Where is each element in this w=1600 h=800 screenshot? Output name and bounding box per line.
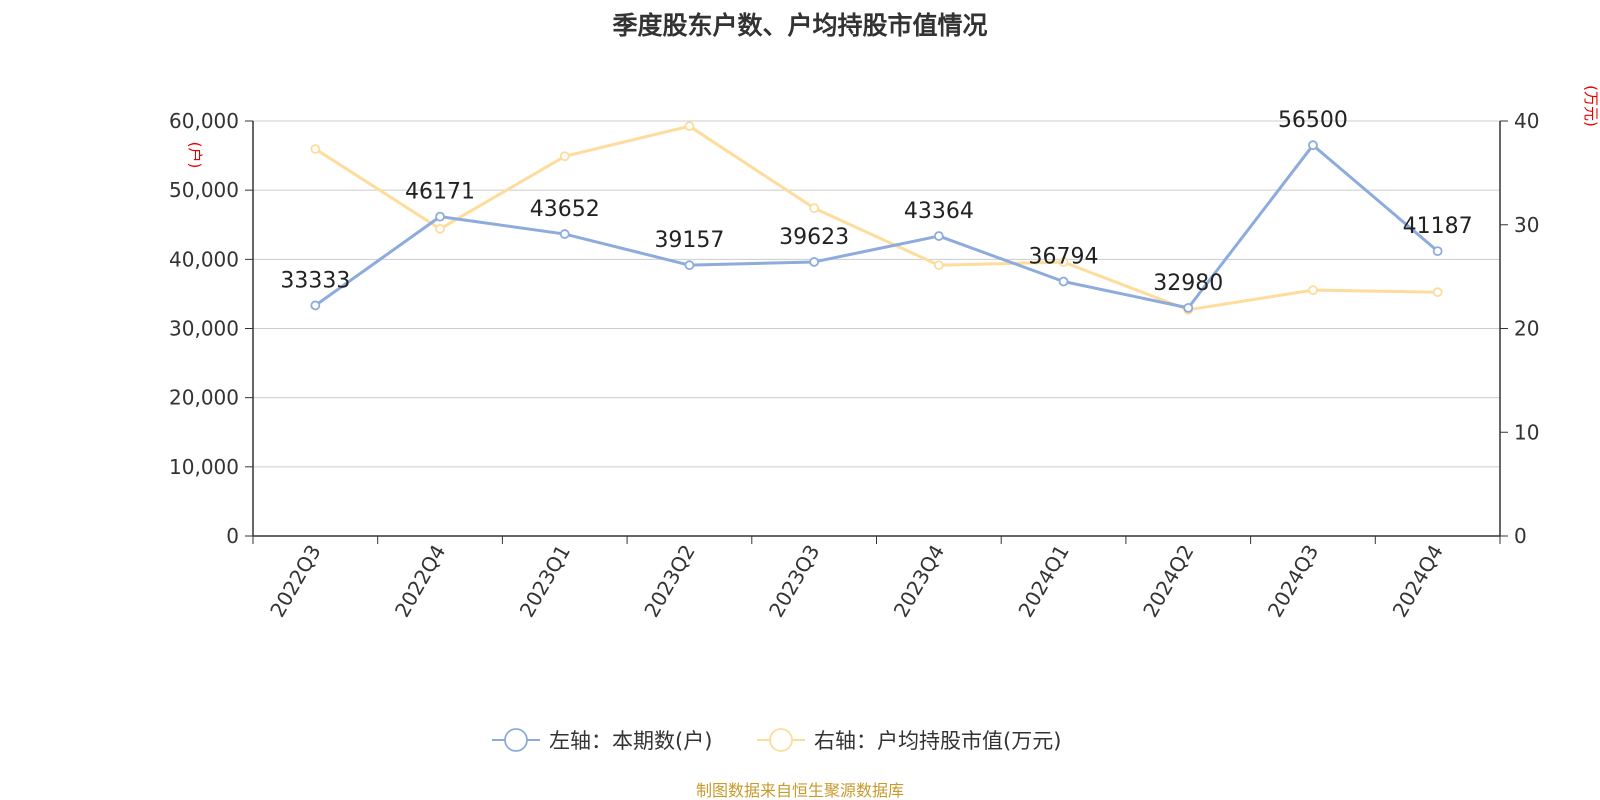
right-axis-tick-label: 40 — [1514, 109, 1539, 133]
x-axis-category-label: 2024Q1 — [1013, 541, 1073, 622]
source-note: 制图数据来自恒生聚源数据库 — [695, 781, 904, 800]
chart-title: 季度股东户数、户均持股市值情况 — [612, 11, 988, 40]
left-axis-tick-label: 0 — [226, 524, 239, 548]
data-label: 46171 — [405, 180, 475, 205]
legend-marker — [769, 728, 793, 752]
legend-label: 左轴：本期数(户) — [549, 729, 712, 753]
x-axis-category-label: 2024Q4 — [1388, 541, 1448, 622]
data-label: 39623 — [779, 225, 849, 250]
legend-label: 右轴：户均持股市值(万元) — [814, 729, 1061, 753]
data-label: 33333 — [280, 268, 350, 293]
data-label: 56500 — [1278, 108, 1348, 133]
x-axis-category-label: 2022Q4 — [390, 541, 450, 622]
x-axis-category-label: 2023Q2 — [639, 541, 699, 622]
left-axis-tick-label: 30,000 — [169, 317, 239, 341]
data-label: 39157 — [654, 228, 724, 253]
left-series-point — [435, 211, 445, 222]
right-series-point — [435, 223, 445, 234]
left-series-point — [310, 300, 321, 311]
right-series-point — [1058, 257, 1069, 268]
data-label: 36794 — [1029, 245, 1099, 270]
right-axis-tick-label: 30 — [1514, 213, 1539, 237]
right-series-line — [314, 124, 1438, 312]
left-axis-unit: (户) — [186, 142, 204, 169]
right-axis-tick-label: 0 — [1514, 524, 1527, 548]
left-series-point — [559, 229, 570, 239]
left-axis-tick-label: 10,000 — [169, 455, 239, 479]
right-series-point — [1308, 285, 1318, 296]
left-series-point — [684, 260, 695, 271]
data-label: 43364 — [904, 199, 974, 224]
x-axis-category-label: 2022Q3 — [265, 541, 325, 622]
left-series-point — [933, 231, 944, 241]
legend-marker — [504, 728, 528, 752]
left-series-line — [314, 143, 1439, 310]
data-label: 32980 — [1153, 271, 1223, 296]
right-series-point — [933, 260, 944, 271]
left-series-point — [1058, 276, 1069, 287]
right-series-point — [559, 151, 570, 162]
x-axis-category-label: 2023Q4 — [889, 541, 949, 622]
left-axis-tick-label: 50,000 — [169, 178, 239, 202]
data-label: 41187 — [1403, 214, 1473, 239]
right-series-point — [809, 203, 820, 214]
right-axis-unit: (万元) — [1582, 85, 1600, 127]
x-axis-category-label: 2023Q3 — [764, 541, 824, 622]
right-series-point — [684, 121, 695, 132]
left-series-point — [809, 257, 820, 267]
right-series-point — [310, 144, 321, 154]
data-label: 43652 — [530, 197, 600, 222]
right-axis-tick-label: 10 — [1514, 420, 1539, 444]
left-axis-tick-label: 20,000 — [169, 386, 239, 410]
left-series-point — [1432, 246, 1443, 257]
x-axis-category-label: 2024Q3 — [1263, 541, 1323, 622]
left-axis-tick-label: 60,000 — [169, 109, 239, 133]
x-axis-category-label: 2024Q2 — [1138, 541, 1198, 622]
right-series-point — [1432, 287, 1443, 298]
left-axis-tick-label: 40,000 — [169, 247, 239, 271]
right-axis-tick-label: 20 — [1514, 317, 1539, 341]
left-series-point — [1308, 140, 1318, 151]
x-axis-category-label: 2023Q1 — [515, 541, 575, 622]
left-series-point — [1183, 302, 1194, 313]
